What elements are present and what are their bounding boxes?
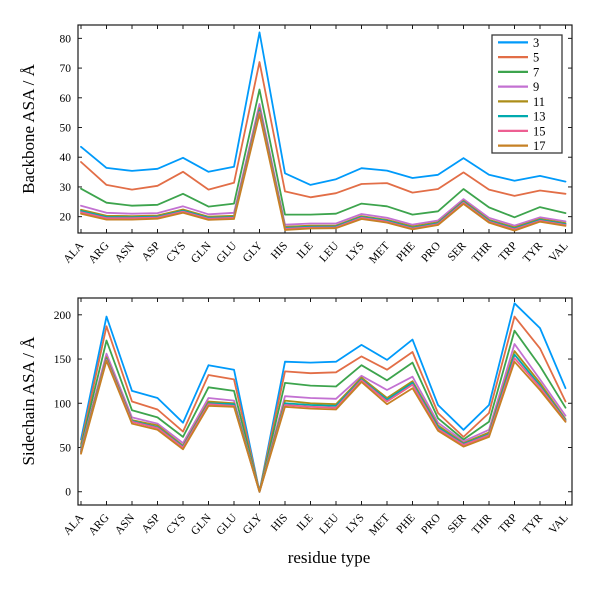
series-line-11 bbox=[80, 350, 567, 493]
x-tick-label: GLN bbox=[189, 511, 214, 537]
x-tick-label: MET bbox=[367, 512, 392, 538]
legend-entry: 7 bbox=[498, 65, 539, 79]
legend-entry: 17 bbox=[498, 139, 546, 153]
x-tick-label: SER bbox=[446, 240, 469, 264]
x-axis-label: residue type bbox=[287, 548, 371, 567]
plot-frame bbox=[77, 297, 573, 506]
series-line-17 bbox=[80, 113, 567, 232]
y-tick-label: 0 bbox=[65, 487, 71, 499]
legend-label: 3 bbox=[533, 36, 539, 50]
legend-entry: 13 bbox=[498, 110, 546, 124]
y-tick-label: 80 bbox=[60, 33, 72, 45]
plot-frame bbox=[77, 24, 573, 234]
x-tick-label: VAL bbox=[547, 512, 571, 536]
sidechain-y-axis-label: Sidechain ASA / Å bbox=[19, 336, 38, 466]
backbone-asa-plot: ALA ARG ASN ASP CYS GLN GLU GLY HIS ILE LEU LYS MET P… bbox=[60, 24, 573, 266]
y-tick-label: 100 bbox=[54, 398, 72, 410]
sidechain-asa-plot: ALA ARG ASN ASP CYS GLN GLU GLY HIS ILE LEU LYS MET P… bbox=[54, 297, 573, 538]
x-tick-label: THR bbox=[470, 240, 495, 265]
x-tick-label: ASP bbox=[140, 240, 163, 264]
x-tick-label: TRP bbox=[497, 240, 520, 264]
y-tick-label: 50 bbox=[60, 443, 72, 455]
x-tick-label: TRP bbox=[497, 512, 520, 536]
x-tick-label: ASN bbox=[113, 239, 138, 265]
legend-label: 5 bbox=[533, 51, 539, 65]
y-ticks bbox=[78, 314, 572, 493]
x-tick-label: LYS bbox=[344, 512, 367, 535]
y-tick-label: 50 bbox=[60, 123, 72, 135]
y-tick-label: 40 bbox=[60, 152, 72, 164]
x-tick-label: ILE bbox=[295, 512, 316, 533]
legend-entry: 11 bbox=[498, 95, 545, 109]
x-ticks bbox=[80, 25, 566, 233]
x-tick-label: ALA bbox=[61, 511, 86, 537]
legend-entry: 3 bbox=[498, 36, 539, 50]
series-line-3 bbox=[80, 302, 567, 493]
legend-label: 9 bbox=[533, 80, 539, 94]
y-tick-label: 150 bbox=[54, 354, 72, 366]
y-tick-label: 60 bbox=[60, 93, 72, 105]
x-tick-label: SER bbox=[446, 512, 469, 536]
x-tick-label: GLU bbox=[214, 239, 239, 265]
series-line-5 bbox=[80, 315, 567, 493]
y-ticks bbox=[78, 37, 572, 218]
x-tick-label: ILE bbox=[295, 240, 316, 261]
x-tick-label: GLN bbox=[189, 239, 214, 265]
x-tick-label: HIS bbox=[269, 240, 290, 262]
legend-entry: 15 bbox=[498, 124, 546, 138]
x-tick-label: PRO bbox=[419, 512, 443, 537]
x-tick-label: GLU bbox=[214, 511, 239, 537]
series-line-17 bbox=[80, 359, 567, 493]
y-tick-label: 30 bbox=[60, 182, 72, 194]
series-line-3 bbox=[80, 31, 567, 186]
x-tick-label: HIS bbox=[269, 512, 290, 534]
x-tick-label: GLY bbox=[241, 511, 265, 536]
x-tick-label: GLY bbox=[241, 239, 265, 264]
x-tick-label: TYR bbox=[521, 512, 546, 537]
series-line-15 bbox=[80, 357, 567, 493]
x-tick-label: MET bbox=[367, 240, 392, 266]
x-tick-label: LYS bbox=[344, 240, 367, 263]
x-tick-label: CYS bbox=[164, 512, 188, 537]
x-tick-label: ASP bbox=[140, 512, 163, 536]
legend-label: 13 bbox=[533, 110, 546, 124]
series-line-7 bbox=[80, 329, 567, 493]
legend-label: 15 bbox=[533, 124, 546, 138]
x-tick-label: LEU bbox=[317, 511, 341, 536]
x-tick-label: THR bbox=[470, 512, 495, 537]
legend-label: 7 bbox=[533, 65, 539, 79]
y-tick-label: 200 bbox=[54, 310, 72, 322]
x-tick-label: TYR bbox=[521, 240, 546, 265]
series-line-9 bbox=[80, 103, 567, 227]
x-tick-label: ARG bbox=[87, 240, 112, 266]
y-tick-label: 70 bbox=[60, 63, 72, 75]
legend-entry: 5 bbox=[498, 51, 539, 65]
backbone-y-axis-label: Backbone ASA / Å bbox=[19, 64, 38, 194]
x-tick-label: ALA bbox=[61, 239, 86, 265]
legend-label: 11 bbox=[533, 95, 545, 109]
x-ticks bbox=[80, 298, 566, 505]
legend-label: 17 bbox=[533, 139, 546, 153]
x-tick-label: CYS bbox=[164, 240, 188, 265]
x-tick-label: ASN bbox=[113, 511, 138, 537]
x-tick-label: ARG bbox=[87, 512, 112, 538]
x-tick-label: VAL bbox=[547, 240, 571, 264]
legend-entry: 9 bbox=[498, 80, 539, 94]
x-tick-label: PHE bbox=[394, 512, 417, 536]
x-tick-label: LEU bbox=[317, 239, 341, 264]
x-tick-label: PRO bbox=[419, 240, 443, 265]
series-line-5 bbox=[80, 61, 567, 199]
series-line-7 bbox=[80, 88, 567, 219]
legend-box bbox=[491, 34, 563, 154]
series-line-9 bbox=[80, 343, 567, 493]
x-tick-label: PHE bbox=[394, 240, 417, 264]
y-tick-label: 20 bbox=[60, 212, 72, 224]
